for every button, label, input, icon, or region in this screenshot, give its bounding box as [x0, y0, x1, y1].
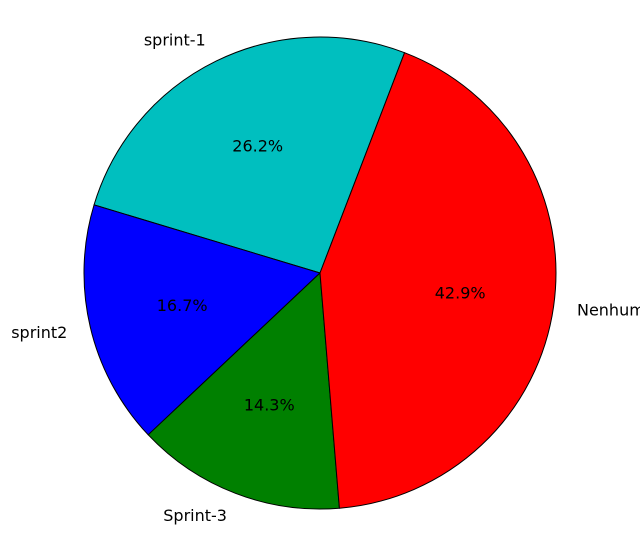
slice-sprint2 [83, 204, 321, 436]
percent-label-sprint2: 16.7% [157, 296, 208, 315]
category-label-sprint-3: Sprint-3 [163, 506, 227, 525]
percent-label-sprint-3: 14.3% [244, 396, 295, 415]
category-label-sprint-1: sprint-1 [144, 30, 206, 49]
category-label-nenhum-sprint-associado: Nenhum sprint associado [577, 300, 640, 319]
category-label-sprint2: sprint2 [11, 323, 67, 342]
percent-label-nenhum-sprint-associado: 42.9% [435, 284, 486, 303]
slice-nenhum-sprint-associado [319, 52, 557, 509]
category-labels: sprint-1 sprint2 Sprint-3 Nenhum sprint ass… [11, 30, 640, 524]
percent-label-sprint-1: 26.2% [232, 136, 283, 155]
slice-sprint-3 [147, 272, 340, 510]
pie-slices [83, 36, 557, 510]
slice-sprint-1 [93, 36, 406, 274]
percent-labels: 26.2% 16.7% 14.3% 42.9% [157, 136, 486, 414]
